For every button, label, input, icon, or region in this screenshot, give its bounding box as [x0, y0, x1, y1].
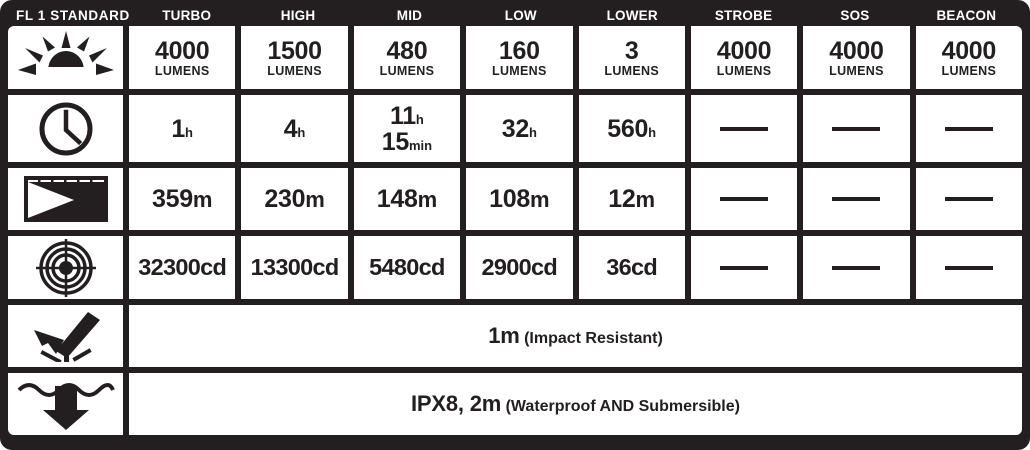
column-header-high: HIGH [280, 9, 316, 23]
not-applicable-dash [832, 197, 881, 201]
column-header-lower: LOWER [606, 9, 658, 23]
column-header-fl1-standard: FL 1 STANDARD [16, 9, 130, 23]
value-distance-mid: 148m [376, 185, 438, 213]
cell-distance-low: 108m [466, 168, 573, 230]
cell-runtime-turbo: 1h [129, 95, 236, 162]
value-output-strobe: 4000 LUMENS [716, 36, 772, 78]
table-row: 4000 LUMENS 1500 LUMENS 480 LUMENS 160 [8, 26, 1022, 89]
table-row: 32300cd 13300cd 5480cd 2900cd 36 [8, 236, 1022, 299]
value-intensity-mid: 5480cd [369, 254, 445, 281]
cell-output-high: 1500 LUMENS [241, 26, 348, 89]
cell-distance-lower: 12m [578, 168, 685, 230]
value-intensity-low: 2900cd [481, 254, 558, 281]
cell-intensity-lower: 36cd [578, 236, 685, 299]
impact-resistance-text: 1m (Impact Resistant) [488, 323, 663, 348]
cell-distance-turbo: 359m [129, 168, 236, 230]
cell-runtime-low: 32h [466, 95, 573, 162]
cell-runtime-strobe [690, 95, 798, 162]
cell-distance-strobe [690, 168, 798, 230]
table-row: 1m (Impact Resistant) [8, 305, 1022, 367]
value-distance-low: 108m [489, 185, 550, 213]
cell-distance-sos [803, 168, 910, 230]
column-header-low: LOW [504, 9, 537, 23]
column-header-sos: SOS [840, 9, 870, 23]
cell-output-strobe: 4000 LUMENS [690, 26, 798, 89]
cell-output-turbo: 4000 LUMENS [129, 26, 236, 89]
value-intensity-high: 13300cd [250, 254, 340, 281]
cell-intensity-sos [803, 236, 910, 299]
cell-output-beacon: 4000 LUMENS [915, 26, 1022, 89]
value-runtime-lower: 560h [607, 114, 657, 143]
cell-intensity-strobe [690, 236, 798, 299]
cell-runtime-high: 4h [241, 95, 348, 162]
column-header-strobe: STROBE [714, 9, 773, 23]
cell-distance-high: 230m [241, 168, 348, 230]
column-header-turbo: TURBO [162, 9, 212, 23]
not-applicable-dash [720, 126, 769, 131]
column-header-beacon: BEACON [936, 9, 997, 23]
cell-runtime-sos [803, 95, 910, 162]
table-row: 359m 230m 148m 108m 12m [8, 168, 1022, 230]
cell-runtime-lower: 560h [578, 95, 685, 162]
value-output-high: 1500 LUMENS [267, 36, 322, 78]
cell-output-lower: 3 LUMENS [578, 26, 685, 89]
waterproof-text: IPX8, 2m (Waterproof AND Submersible) [411, 391, 740, 416]
sunburst-icon-cell [8, 26, 123, 89]
impact-resistance-icon [20, 310, 112, 362]
value-output-mid: 480 LUMENS [379, 36, 435, 78]
value-distance-lower: 12m [608, 185, 656, 213]
cell-intensity-high: 13300cd [241, 236, 348, 299]
not-applicable-dash [720, 265, 769, 270]
value-output-low: 160 LUMENS [492, 36, 547, 78]
value-distance-turbo: 359m [152, 185, 213, 213]
cell-waterproof: IPX8, 2m (Waterproof AND Submersible) [129, 373, 1022, 435]
sunburst-icon [17, 30, 114, 85]
value-output-beacon: 4000 LUMENS [941, 36, 997, 78]
cell-output-sos: 4000 LUMENS [803, 26, 910, 89]
table-row: 1h 4h 11h 15min 32h 56 [8, 95, 1022, 162]
value-runtime-mid: 11h 15min [381, 101, 433, 156]
not-applicable-dash [944, 265, 993, 270]
value-runtime-turbo: 1h [171, 114, 193, 143]
beam-distance-icon-cell [8, 168, 123, 230]
impact-resistance-icon-cell [8, 305, 123, 367]
cell-intensity-beacon [915, 236, 1022, 299]
value-runtime-low: 32h [501, 114, 537, 143]
waterproof-icon-cell [8, 373, 123, 435]
not-applicable-dash [720, 197, 769, 201]
cell-distance-beacon [915, 168, 1022, 230]
value-runtime-high: 4h [283, 114, 306, 143]
value-distance-high: 230m [264, 185, 325, 213]
table-row: IPX8, 2m (Waterproof AND Submersible) [8, 373, 1022, 435]
cell-impact-resistance: 1m (Impact Resistant) [129, 305, 1022, 367]
table-header-row: FL 1 STANDARD TURBO HIGH MID LOW LOWER S… [8, 6, 1022, 26]
clock-icon [37, 100, 95, 158]
not-applicable-dash [832, 126, 881, 131]
cell-runtime-beacon [915, 95, 1022, 162]
peak-beam-intensity-icon-cell [8, 236, 123, 299]
value-output-lower: 3 LUMENS [604, 36, 659, 78]
value-output-sos: 4000 LUMENS [829, 36, 884, 78]
clock-icon-cell [8, 95, 123, 162]
value-intensity-turbo: 32300cd [138, 254, 227, 281]
cell-runtime-mid: 11h 15min [353, 95, 461, 162]
peak-beam-intensity-icon [35, 238, 97, 297]
value-intensity-lower: 36cd [606, 254, 658, 281]
waterproof-icon [17, 378, 115, 430]
column-header-mid: MID [396, 9, 423, 23]
cell-output-mid: 480 LUMENS [353, 26, 461, 89]
cell-output-low: 160 LUMENS [466, 26, 573, 89]
beam-distance-icon [20, 174, 112, 224]
not-applicable-dash [944, 197, 993, 201]
cell-intensity-low: 2900cd [466, 236, 573, 299]
cell-distance-mid: 148m [353, 168, 461, 230]
not-applicable-dash [832, 265, 881, 270]
value-output-turbo: 4000 LUMENS [154, 36, 210, 78]
cell-intensity-turbo: 32300cd [129, 236, 236, 299]
table-body: 4000 LUMENS 1500 LUMENS 480 LUMENS 160 [8, 26, 1022, 442]
cell-intensity-mid: 5480cd [353, 236, 461, 299]
not-applicable-dash [944, 126, 993, 131]
